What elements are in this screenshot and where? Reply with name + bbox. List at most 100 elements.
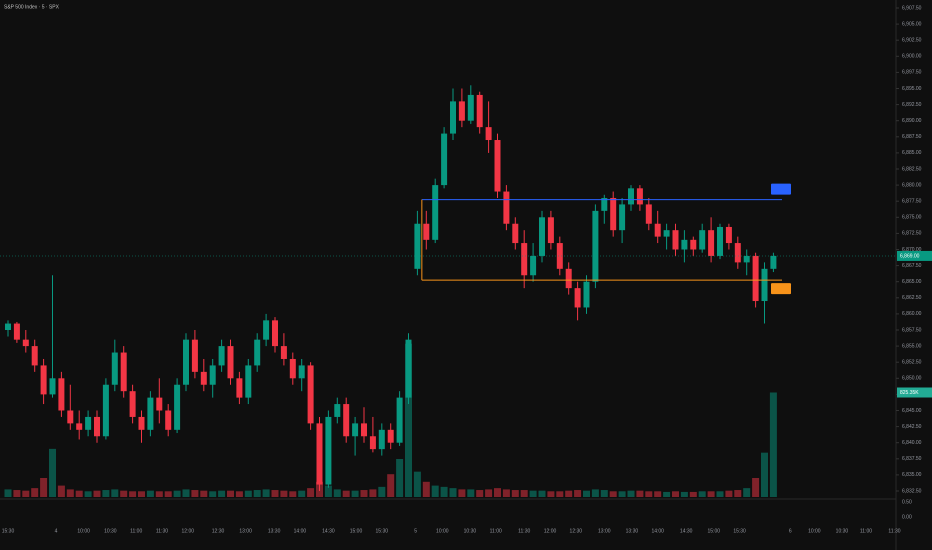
volume-bar [84, 491, 92, 497]
volume-bar [422, 481, 430, 497]
volume-bar [111, 489, 119, 497]
candle-body [521, 243, 528, 276]
volume-bar [129, 491, 137, 497]
volume-bar [413, 471, 421, 497]
volume-bar [467, 489, 475, 497]
volume-bar [218, 490, 226, 497]
candle-body [76, 423, 83, 430]
level-flag [771, 183, 791, 195]
volume-bar [627, 490, 635, 497]
volume-bar [716, 491, 724, 497]
y-tick-label: 6,900.00 [902, 54, 922, 60]
volume-bar [253, 490, 261, 497]
candle-body [752, 255, 759, 302]
x-tick-label: 15:00 [708, 528, 721, 534]
candle-body [628, 188, 634, 205]
volume-bar [271, 490, 279, 497]
candle-body [227, 346, 234, 379]
candle-body [361, 423, 367, 437]
candle-body [325, 416, 332, 485]
volume-bar [66, 489, 74, 497]
candle-body [770, 255, 777, 269]
volume-bar [494, 488, 501, 497]
x-tick-label: 14:00 [294, 528, 307, 534]
volume-bar [663, 491, 671, 497]
candle-body [539, 217, 545, 256]
candle-body [40, 365, 47, 395]
volume-bar [556, 491, 564, 497]
volume-bar [431, 485, 439, 497]
volume-bar [227, 490, 234, 497]
candle-body [174, 384, 181, 430]
y-tick-label: 6,842.50 [902, 424, 922, 430]
candle-body [565, 268, 572, 289]
candle-body [734, 243, 741, 263]
volume-bar [146, 490, 154, 497]
y-tick-label: 6,862.50 [902, 295, 922, 301]
volume-bar [209, 491, 217, 497]
y-tick-label: 6,835.00 [902, 472, 922, 478]
volume-bar [591, 489, 599, 497]
y-tick-label: 6,837.50 [902, 456, 922, 462]
y-tick-label: 6,875.00 [902, 215, 922, 221]
volume-bar [289, 491, 297, 497]
volume-bar [609, 491, 617, 497]
y-tick-label: 6,882.50 [902, 166, 922, 172]
volume-bar [173, 490, 181, 497]
candle-body [272, 320, 278, 347]
volume-bar [476, 490, 484, 497]
volume-bar [235, 491, 243, 497]
candle-body [369, 436, 376, 450]
candle-body [610, 197, 617, 231]
candle-body [49, 378, 56, 395]
volume-bar [449, 488, 457, 497]
candle-body [396, 397, 403, 443]
x-tick-label: 11:30 [888, 528, 900, 534]
x-tick-label: 4 [55, 528, 58, 534]
candle-body [138, 416, 145, 430]
volume-bar [4, 489, 12, 497]
volume-bar [280, 490, 288, 497]
volume-bar [458, 489, 466, 497]
candle-body [236, 378, 243, 398]
x-tick-label: 10:30 [836, 528, 849, 534]
y-tick-label: 6,832.50 [902, 488, 922, 494]
volume-bar [120, 490, 128, 497]
x-tick-label: 12:30 [212, 528, 225, 534]
candle-body [743, 255, 750, 263]
volume-bar [707, 491, 715, 497]
candle-body [263, 320, 270, 340]
volume-bar [734, 490, 742, 497]
candle-body [343, 404, 350, 437]
candle-body [708, 230, 715, 256]
pane-tick-label: 0.50 [902, 499, 912, 505]
volume-bar [262, 489, 270, 497]
volume-bar [333, 489, 341, 497]
volume-bar [138, 491, 145, 497]
last-price-label: 6,869.00 [900, 253, 920, 259]
y-tick-label: 6,885.00 [902, 150, 922, 156]
candle-body [156, 397, 163, 411]
candle-body [378, 429, 385, 450]
volume-bar [538, 490, 546, 497]
candle-body [636, 188, 643, 205]
volume-bar [654, 491, 662, 497]
candle-body [592, 210, 599, 282]
candle-body [717, 226, 723, 256]
candle-body [102, 384, 109, 437]
candle-body [619, 204, 626, 231]
volume-bar [761, 452, 768, 497]
candle-body [22, 339, 29, 347]
x-tick-label: 5 [414, 528, 417, 534]
x-tick-label: 15:30 [2, 528, 15, 534]
volume-tag [897, 387, 932, 398]
x-tick-label: 13:00 [239, 528, 252, 534]
candle-body [289, 358, 296, 379]
candle-body [414, 223, 421, 269]
candle-body [165, 410, 172, 430]
candle-body [690, 239, 697, 250]
x-tick-label: 14:30 [322, 528, 335, 534]
x-tick-label: 13:00 [598, 528, 611, 534]
